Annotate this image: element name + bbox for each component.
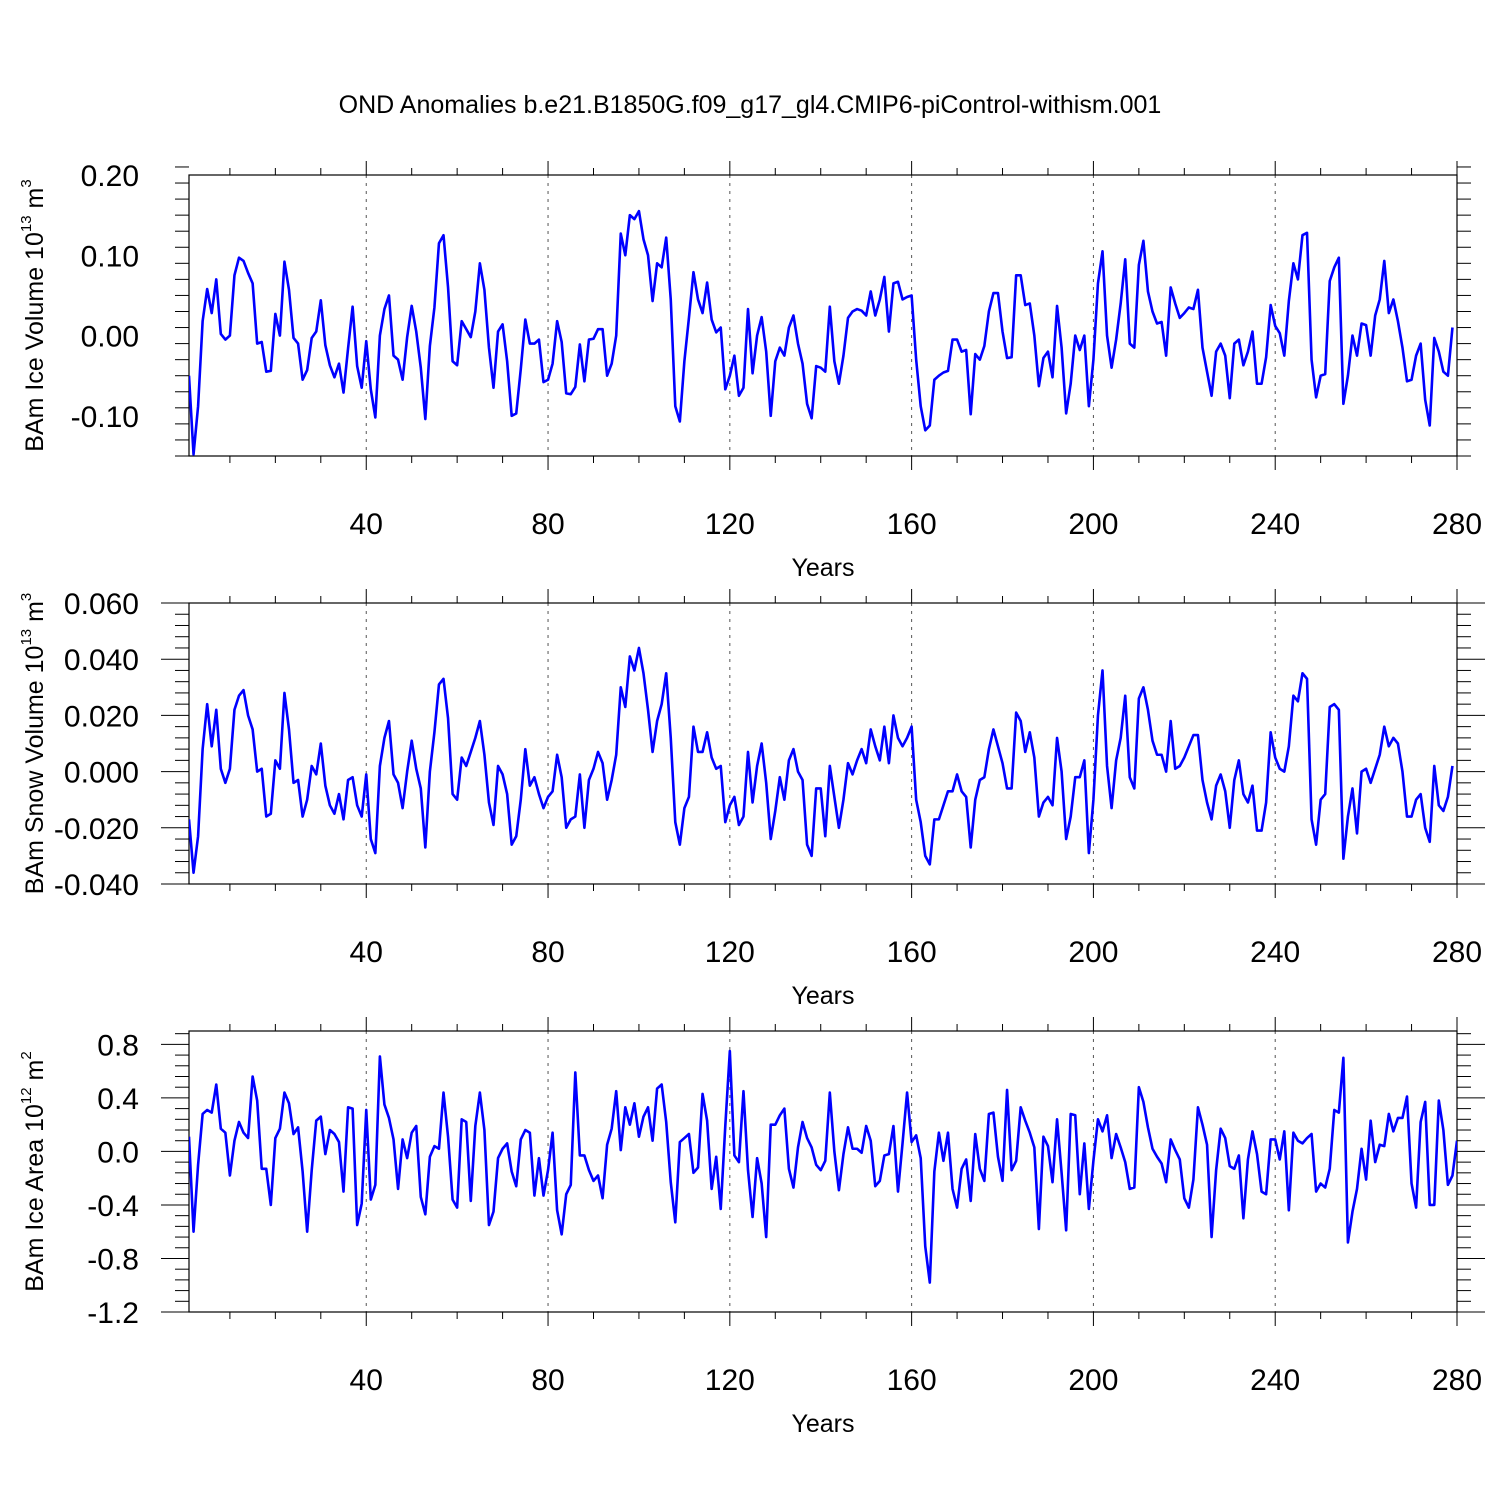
x-tick-label: 80: [531, 508, 564, 541]
y-tick-label: 0.00: [81, 321, 139, 354]
panel-ice-volume: 40 80 120 160 200 240 280 0.20 0.10 0.00 -0.10 Year…: [18, 160, 1482, 582]
x-axis-title: Years: [791, 982, 854, 1010]
panel-ice-area: 40 80 120 160 200 240 280 0.8 0.4 0.0 -0.4 -0.8 -1.2…: [18, 1017, 1485, 1438]
y-tick-label: 0.8: [97, 1029, 139, 1062]
x-tick-label: 200: [1068, 1364, 1118, 1397]
y-tick-label: 0.0: [97, 1136, 139, 1169]
x-tick-label: 280: [1432, 1364, 1482, 1397]
series-line-ice-area: [189, 1049, 1457, 1284]
x-tick-label: 80: [531, 1364, 564, 1397]
y-tick-label: 0.20: [81, 160, 139, 193]
plot-frame: [188, 174, 1458, 457]
y-axis-title: BAm Snow Volume 1013 m3: [18, 593, 49, 895]
panel-snow-volume: 40 80 120 160 200 240 280 0.060 0.040 0.020 0.000 -…: [18, 588, 1485, 1010]
x-tick-label: 40: [350, 508, 383, 541]
plot-frame: [188, 602, 1458, 885]
x-tick-label: 240: [1250, 508, 1300, 541]
x-axis-title: Years: [791, 554, 854, 582]
y-tick-label: -1.2: [87, 1297, 139, 1330]
y-axis-title: BAm Ice Area 1012 m2: [18, 1051, 49, 1291]
y-tick-label: 0.10: [81, 240, 139, 273]
y-tick-label: 0.020: [64, 700, 139, 733]
x-tick-label: 40: [350, 1364, 383, 1397]
x-tick-label: 280: [1432, 508, 1482, 541]
panels: 40 80 120 160 200 240 280 0.20 0.10 0.00 -0.10 Year…: [18, 160, 1485, 1438]
y-tick-label: -0.040: [54, 869, 139, 902]
x-tick-label: 240: [1250, 936, 1300, 969]
x-tick-label: 120: [705, 508, 755, 541]
y-tick-label: -0.4: [87, 1190, 139, 1223]
x-tick-label: 120: [705, 1364, 755, 1397]
y-tick-label: 0.000: [64, 757, 139, 790]
x-tick-label: 200: [1068, 936, 1118, 969]
y-axis-title: BAm Ice Volume 1013 m3: [18, 179, 49, 451]
x-tick-label: 240: [1250, 1364, 1300, 1397]
series-line-snow-volume: [189, 646, 1454, 875]
x-tick-label: 120: [705, 936, 755, 969]
y-tick-label: 0.060: [64, 588, 139, 621]
x-axis-title: Years: [791, 1410, 854, 1438]
series-line-ice-volume: [189, 209, 1454, 456]
y-tick-label: -0.8: [87, 1243, 139, 1276]
chart-title: OND Anomalies b.e21.B1850G.f09_g17_gl4.C…: [339, 91, 1162, 119]
plot-frame: [188, 1030, 1458, 1313]
y-tick-label: -0.020: [54, 813, 139, 846]
x-tick-label: 160: [887, 1364, 937, 1397]
y-tick-label: 0.040: [64, 644, 139, 677]
x-tick-label: 280: [1432, 936, 1482, 969]
x-tick-label: 160: [887, 936, 937, 969]
x-tick-label: 160: [887, 508, 937, 541]
x-tick-label: 80: [531, 936, 564, 969]
x-tick-label: 40: [350, 936, 383, 969]
y-tick-label: 0.4: [97, 1083, 139, 1116]
x-tick-label: 200: [1068, 508, 1118, 541]
y-tick-label: -0.10: [71, 401, 139, 434]
